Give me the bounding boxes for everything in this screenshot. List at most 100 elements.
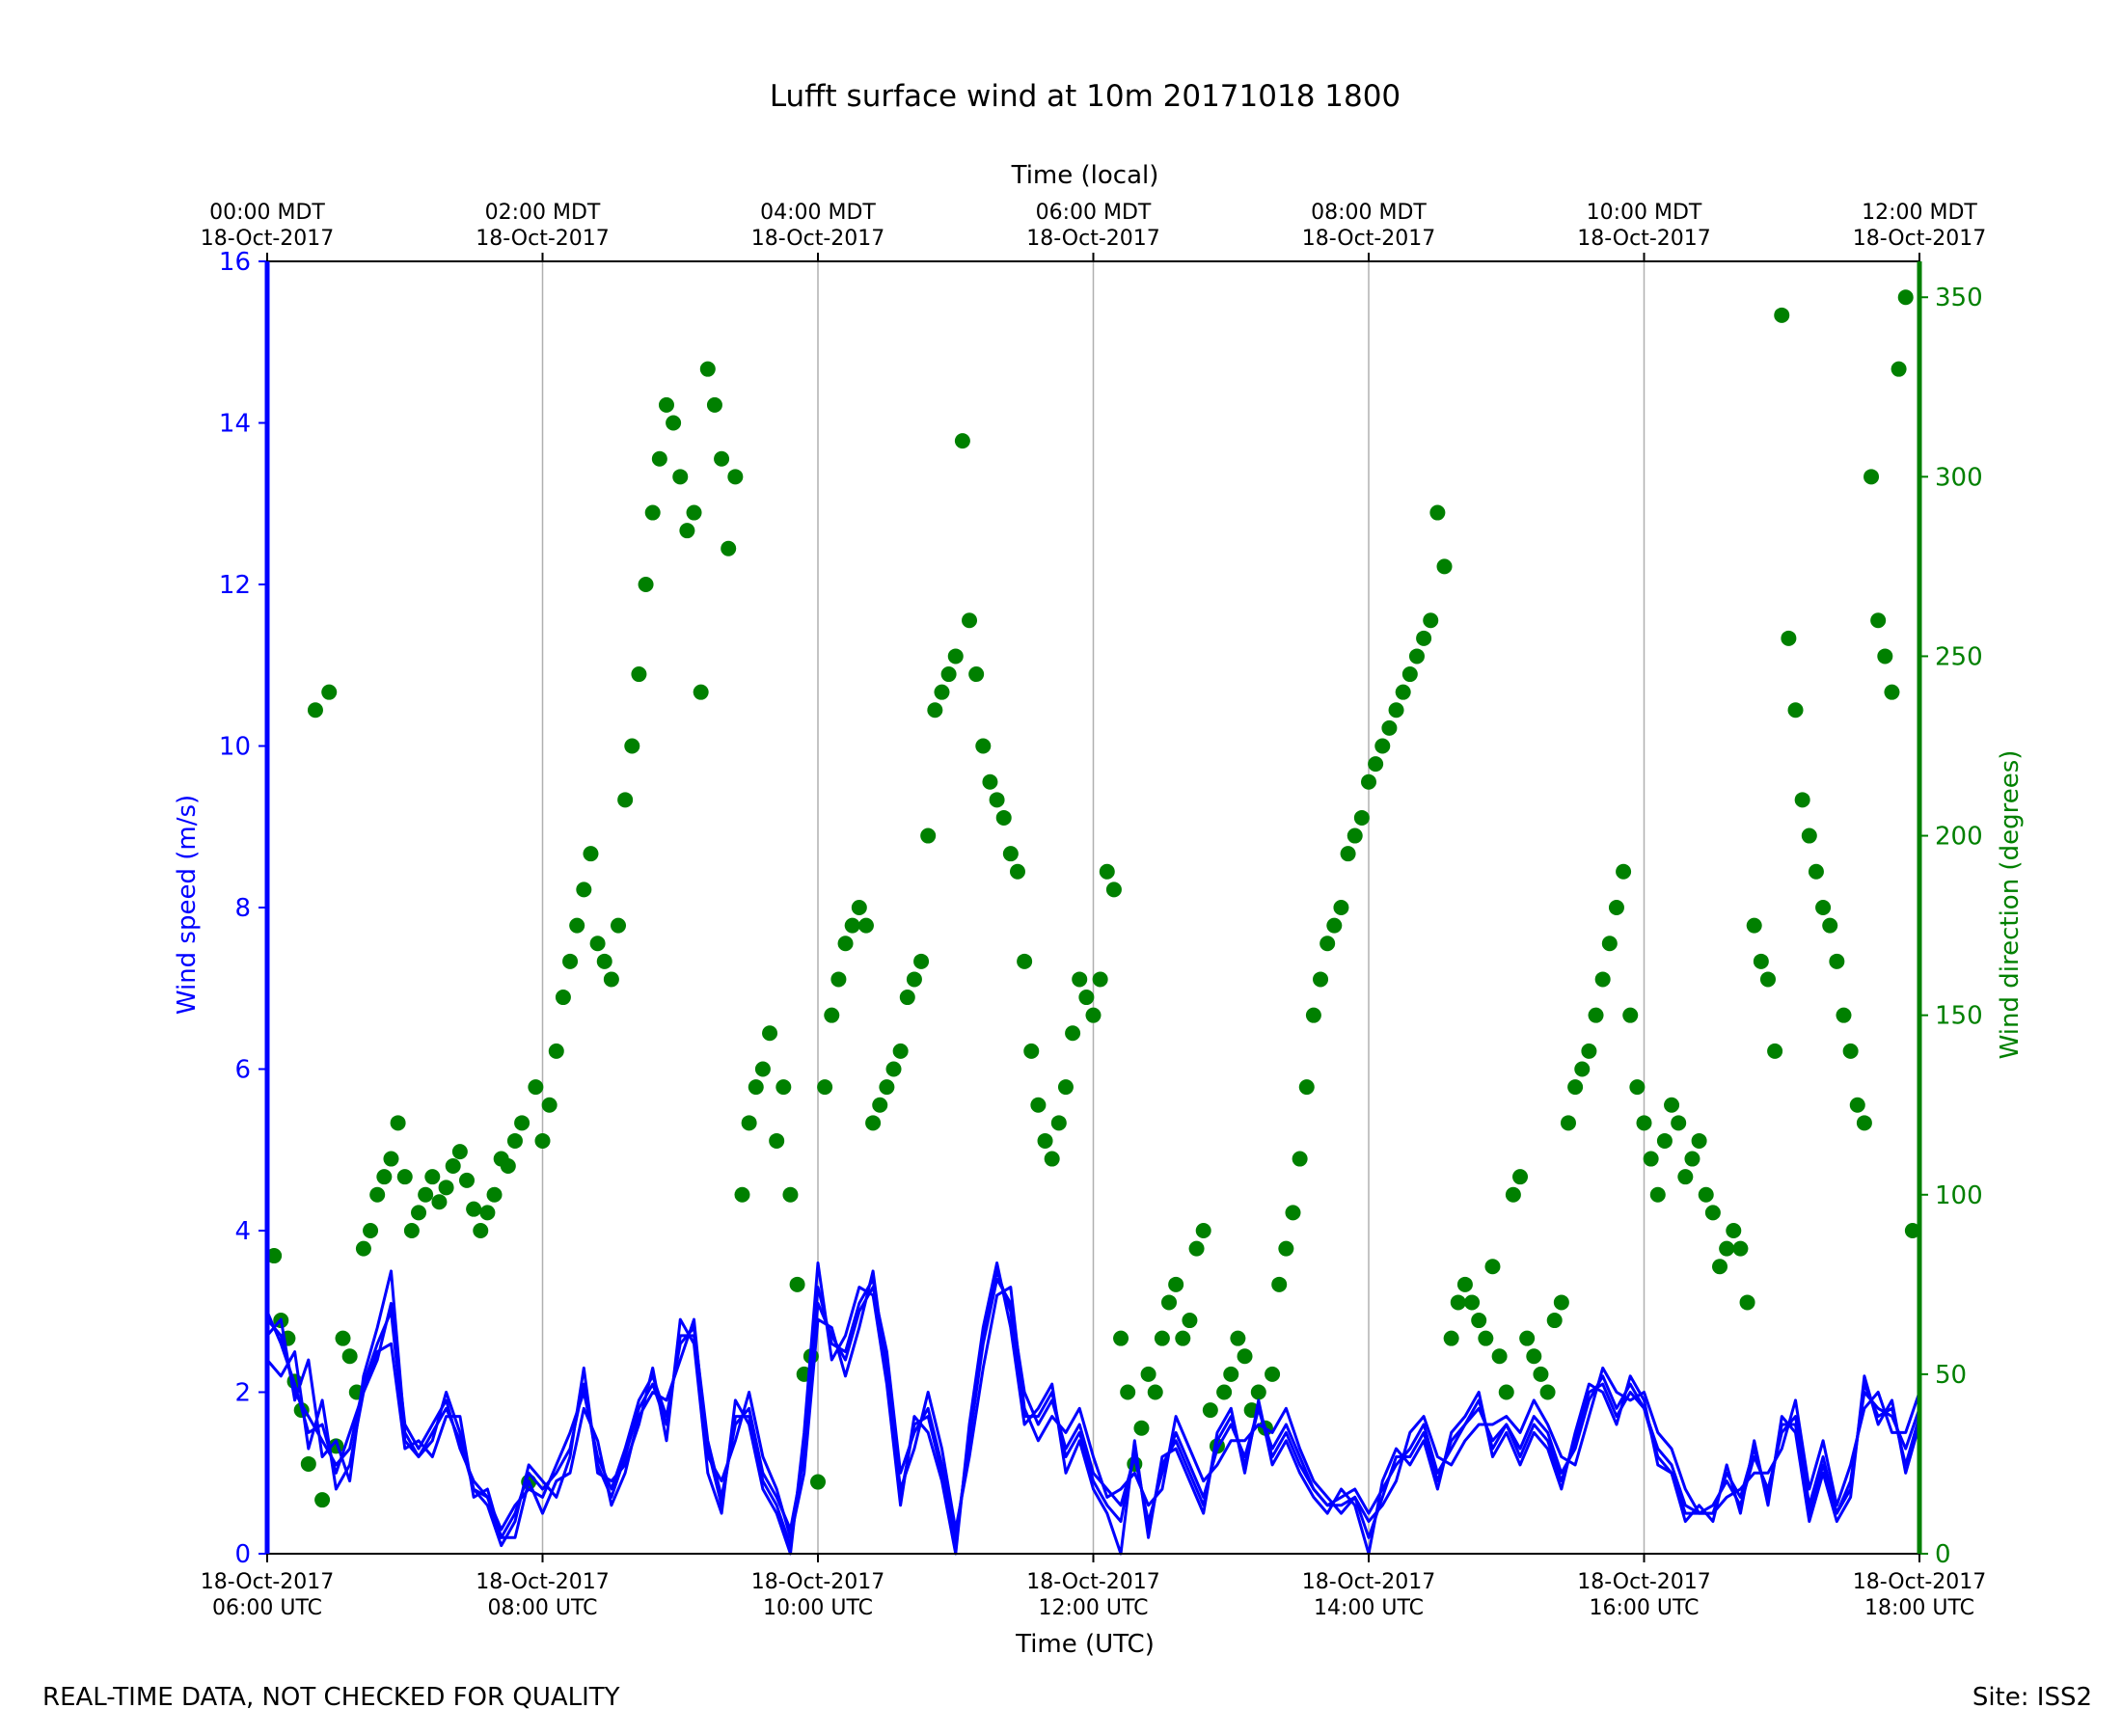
direction-point bbox=[1305, 1007, 1321, 1023]
direction-point bbox=[1278, 1240, 1294, 1257]
top-tick-date: 18-Oct-2017 bbox=[1026, 227, 1160, 251]
top-tick-date: 18-Oct-2017 bbox=[476, 227, 610, 251]
direction-point bbox=[1664, 1097, 1680, 1113]
direction-point bbox=[1498, 1384, 1514, 1400]
direction-point bbox=[962, 612, 978, 629]
direction-point bbox=[1401, 666, 1418, 683]
direction-point bbox=[1237, 1348, 1253, 1365]
direction-point bbox=[1057, 1079, 1074, 1096]
direction-point bbox=[479, 1205, 496, 1221]
direction-point bbox=[1092, 971, 1108, 988]
direction-point bbox=[396, 1169, 413, 1185]
direction-point bbox=[1829, 953, 1845, 969]
grid-lines bbox=[541, 261, 1646, 1554]
direction-point bbox=[1870, 612, 1887, 629]
direction-point bbox=[1629, 1079, 1646, 1096]
direction-point bbox=[1616, 863, 1632, 880]
direction-point bbox=[506, 1132, 523, 1149]
direction-point bbox=[1512, 1169, 1529, 1185]
direction-point bbox=[1581, 1043, 1597, 1059]
direction-point bbox=[1105, 882, 1122, 898]
direction-point bbox=[1842, 1043, 1859, 1059]
direction-point bbox=[879, 1079, 895, 1096]
direction-point bbox=[1622, 1007, 1639, 1023]
direction-point bbox=[995, 809, 1012, 826]
speed-line bbox=[265, 1269, 1921, 1548]
direction-point bbox=[1423, 612, 1439, 629]
direction-point bbox=[534, 1132, 551, 1149]
direction-point bbox=[1195, 1223, 1211, 1238]
direction-point bbox=[369, 1186, 386, 1203]
direction-point bbox=[934, 684, 950, 700]
direction-point bbox=[1250, 1384, 1266, 1400]
direction-point bbox=[1636, 1115, 1652, 1131]
direction-point bbox=[754, 1061, 771, 1077]
top-axis-label: Time (local) bbox=[1011, 161, 1159, 190]
direction-point bbox=[940, 666, 957, 683]
bottom-tick-date: 18-Oct-2017 bbox=[1302, 1570, 1436, 1594]
site-label: Site: ISS2 bbox=[1972, 1683, 2092, 1712]
top-tick-date: 18-Oct-2017 bbox=[1577, 227, 1711, 251]
bottom-tick-time: 18:00 UTC bbox=[1864, 1596, 1974, 1620]
direction-point bbox=[528, 1079, 544, 1096]
direction-point bbox=[1078, 990, 1095, 1006]
wind-direction-points bbox=[266, 289, 1920, 1508]
left-tick-label: 12 bbox=[219, 571, 251, 600]
direction-point bbox=[851, 900, 867, 915]
direction-point bbox=[438, 1180, 454, 1196]
direction-point bbox=[644, 504, 661, 521]
direction-point bbox=[775, 1079, 792, 1096]
direction-point bbox=[1884, 684, 1900, 700]
direction-point bbox=[314, 1492, 331, 1508]
direction-point bbox=[1897, 289, 1914, 306]
direction-point bbox=[596, 953, 612, 969]
direction-point bbox=[1168, 1276, 1184, 1292]
top-tick-time: 12:00 MDT bbox=[1862, 201, 1977, 225]
direction-point bbox=[486, 1186, 503, 1203]
bottom-tick-time: 06:00 UTC bbox=[212, 1596, 322, 1620]
direction-point bbox=[1891, 361, 1907, 377]
direction-point bbox=[885, 1061, 902, 1077]
direction-point bbox=[589, 936, 606, 952]
direction-point bbox=[1553, 1294, 1569, 1311]
direction-point bbox=[631, 666, 647, 683]
right-tick-label: 300 bbox=[1935, 463, 1983, 492]
direction-point bbox=[638, 577, 654, 592]
top-tick-time: 02:00 MDT bbox=[485, 201, 601, 225]
left-tick-label: 0 bbox=[234, 1540, 251, 1569]
direction-point bbox=[679, 523, 695, 539]
direction-point bbox=[390, 1115, 406, 1131]
direction-point bbox=[830, 971, 847, 988]
direction-point bbox=[1732, 1240, 1749, 1257]
direction-point bbox=[920, 827, 937, 844]
direction-point bbox=[473, 1223, 489, 1238]
direction-point bbox=[1856, 1115, 1872, 1131]
direction-point bbox=[872, 1097, 888, 1113]
direction-point bbox=[699, 361, 716, 377]
direction-point bbox=[424, 1169, 441, 1185]
direction-point bbox=[1161, 1294, 1178, 1311]
bottom-tick-time: 10:00 UTC bbox=[763, 1596, 873, 1620]
direction-point bbox=[1326, 917, 1343, 934]
direction-point bbox=[1044, 1151, 1060, 1167]
direction-point bbox=[1388, 702, 1404, 719]
direction-point bbox=[1147, 1384, 1163, 1400]
direction-point bbox=[1649, 1186, 1666, 1203]
direction-point bbox=[1526, 1348, 1542, 1365]
left-tick-label: 14 bbox=[219, 410, 251, 439]
direction-point bbox=[555, 990, 571, 1006]
direction-point bbox=[1671, 1115, 1687, 1131]
top-tick-time: 06:00 MDT bbox=[1036, 201, 1152, 225]
direction-point bbox=[721, 540, 737, 556]
direction-point bbox=[569, 917, 585, 934]
direction-point bbox=[1643, 1151, 1659, 1167]
quality-disclaimer: REAL-TIME DATA, NOT CHECKED FOR QUALITY bbox=[42, 1683, 620, 1712]
direction-point bbox=[769, 1132, 785, 1149]
direction-point bbox=[418, 1186, 434, 1203]
direction-point bbox=[1560, 1115, 1576, 1131]
direction-point bbox=[583, 846, 599, 862]
direction-point bbox=[307, 702, 323, 719]
direction-point bbox=[1030, 1097, 1047, 1113]
direction-point bbox=[611, 917, 627, 934]
direction-point bbox=[1292, 1151, 1308, 1167]
